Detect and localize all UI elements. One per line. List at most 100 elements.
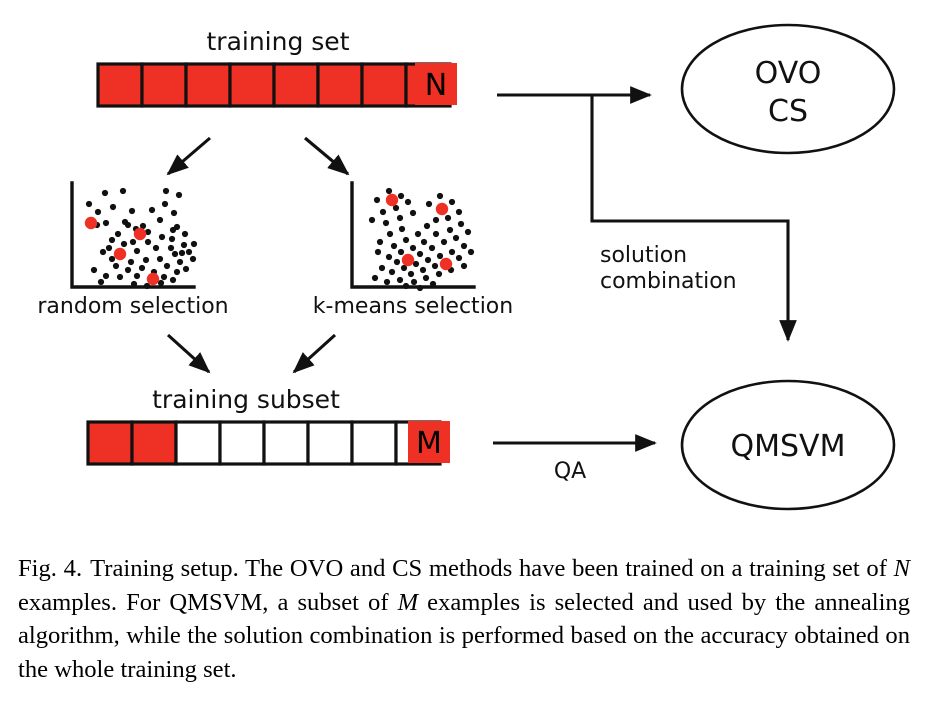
kmeans-point-56 <box>435 270 443 278</box>
kmeans-point-60 <box>371 274 379 282</box>
kmeans-point-62 <box>416 284 424 292</box>
random-point-61 <box>157 279 165 287</box>
kmeans-point-7 <box>382 219 390 227</box>
kmeans-point-31 <box>374 248 382 256</box>
random-point-3 <box>94 208 102 216</box>
random-point-54 <box>158 233 166 241</box>
random-point-44 <box>116 273 124 281</box>
arrow-random-to-subset <box>166 333 211 374</box>
kmeans-selected-point-1 <box>435 202 449 216</box>
kmeans-point-4 <box>392 204 400 212</box>
training-set-group: training set N <box>96 27 457 108</box>
caption-part3: examples is selected and used by the ann… <box>18 588 910 683</box>
arrow-to-random-plot <box>166 136 212 176</box>
kmeans-point-28 <box>409 244 417 252</box>
training-set-label: training set <box>206 27 349 56</box>
random-point-62 <box>169 276 177 284</box>
kmeans-point-52 <box>467 248 475 256</box>
qmsvm-node[interactable]: QMSVM <box>680 379 896 511</box>
random-point-16 <box>114 230 122 238</box>
arrow-kmeans-to-subset <box>292 333 337 374</box>
ovo-cs-node[interactable]: OVO CS <box>680 23 896 155</box>
random-point-23 <box>168 235 176 243</box>
random-point-9 <box>148 206 156 214</box>
kmeans-point-20 <box>436 192 444 200</box>
kmeans-point-16 <box>423 222 431 230</box>
training-subset-cell-2 <box>174 420 222 466</box>
random-point-34 <box>163 262 171 270</box>
random-point-26 <box>127 258 135 266</box>
random-point-49 <box>167 244 175 252</box>
kmeans-point-54 <box>410 278 418 286</box>
random-point-43 <box>182 265 190 273</box>
kmeans-point-49 <box>431 262 439 270</box>
random-selected-point-2 <box>113 247 127 261</box>
caption-part2: examples. For QMSVM, a subset of <box>18 588 398 616</box>
qmsvm-label: QMSVM <box>731 429 846 464</box>
qa-label: QA <box>554 459 586 484</box>
kmeans-point-21 <box>425 200 433 208</box>
random-selected-point-0 <box>84 216 98 230</box>
kmeans-point-6 <box>368 216 376 224</box>
kmeans-point-27 <box>420 238 428 246</box>
random-point-36 <box>189 255 197 263</box>
qmsvm-ellipse <box>680 379 896 511</box>
training-subset-cell-3 <box>218 420 266 466</box>
training-set-cell-0 <box>96 62 144 108</box>
arrow-solution-combination <box>590 95 797 342</box>
random-point-52 <box>181 230 189 238</box>
random-point-58 <box>97 278 105 286</box>
arrow-to-kmeans-plot <box>304 136 350 176</box>
random-point-0 <box>101 189 109 197</box>
caption-fig-number: Fig. 4. <box>18 555 83 582</box>
training-subset-cell-4 <box>262 420 310 466</box>
random-point-46 <box>90 266 98 274</box>
kmeans-plot-points <box>368 187 475 292</box>
random-point-48 <box>108 236 116 244</box>
random-point-11 <box>170 209 178 217</box>
random-point-18 <box>105 244 113 252</box>
random-point-41 <box>160 273 168 281</box>
random-point-42 <box>173 268 181 276</box>
random-point-15 <box>162 187 170 195</box>
kmeans-point-3 <box>379 208 387 216</box>
random-selection-plot: random selection <box>37 181 229 319</box>
kmeans-selection-label: k-means selection <box>313 294 513 319</box>
m-badge-box <box>408 421 450 463</box>
kmeans-point-26 <box>432 230 440 238</box>
random-point-5 <box>128 207 136 215</box>
kmeans-point-36 <box>440 238 448 246</box>
training-set-cells <box>96 62 452 108</box>
random-point-2 <box>119 187 127 195</box>
random-point-31 <box>124 266 132 274</box>
kmeans-point-61 <box>402 282 410 290</box>
kmeans-point-1 <box>385 187 393 195</box>
training-set-cell-5 <box>316 62 364 108</box>
connector-ovo-group: solution combination <box>497 86 797 342</box>
random-point-22 <box>152 244 160 252</box>
random-point-27 <box>156 255 164 263</box>
random-point-32 <box>138 264 146 272</box>
kmeans-point-15 <box>414 230 422 238</box>
kmeans-point-55 <box>422 274 430 282</box>
kmeans-point-34 <box>416 250 424 258</box>
kmeans-point-37 <box>452 234 460 242</box>
kmeans-point-42 <box>424 256 432 264</box>
kmeans-point-11 <box>398 225 406 233</box>
random-selected-point-1 <box>133 227 147 241</box>
training-subset-cell-5 <box>306 420 354 466</box>
random-plot-points <box>84 187 198 290</box>
training-subset-cells <box>86 420 442 466</box>
kmeans-point-59 <box>383 278 391 286</box>
training-set-cell-2 <box>184 62 232 108</box>
random-point-51 <box>190 240 198 248</box>
random-selection-label: random selection <box>37 294 228 319</box>
kmeans-point-30 <box>385 253 393 261</box>
random-point-1 <box>85 200 93 208</box>
kmeans-point-46 <box>378 264 386 272</box>
figure-diagram: training set N random selection k-means … <box>37 23 896 511</box>
kmeans-point-17 <box>432 216 440 224</box>
kmeans-point-25 <box>446 226 454 234</box>
kmeans-selected-point-0 <box>385 193 399 207</box>
random-point-21 <box>144 238 152 246</box>
